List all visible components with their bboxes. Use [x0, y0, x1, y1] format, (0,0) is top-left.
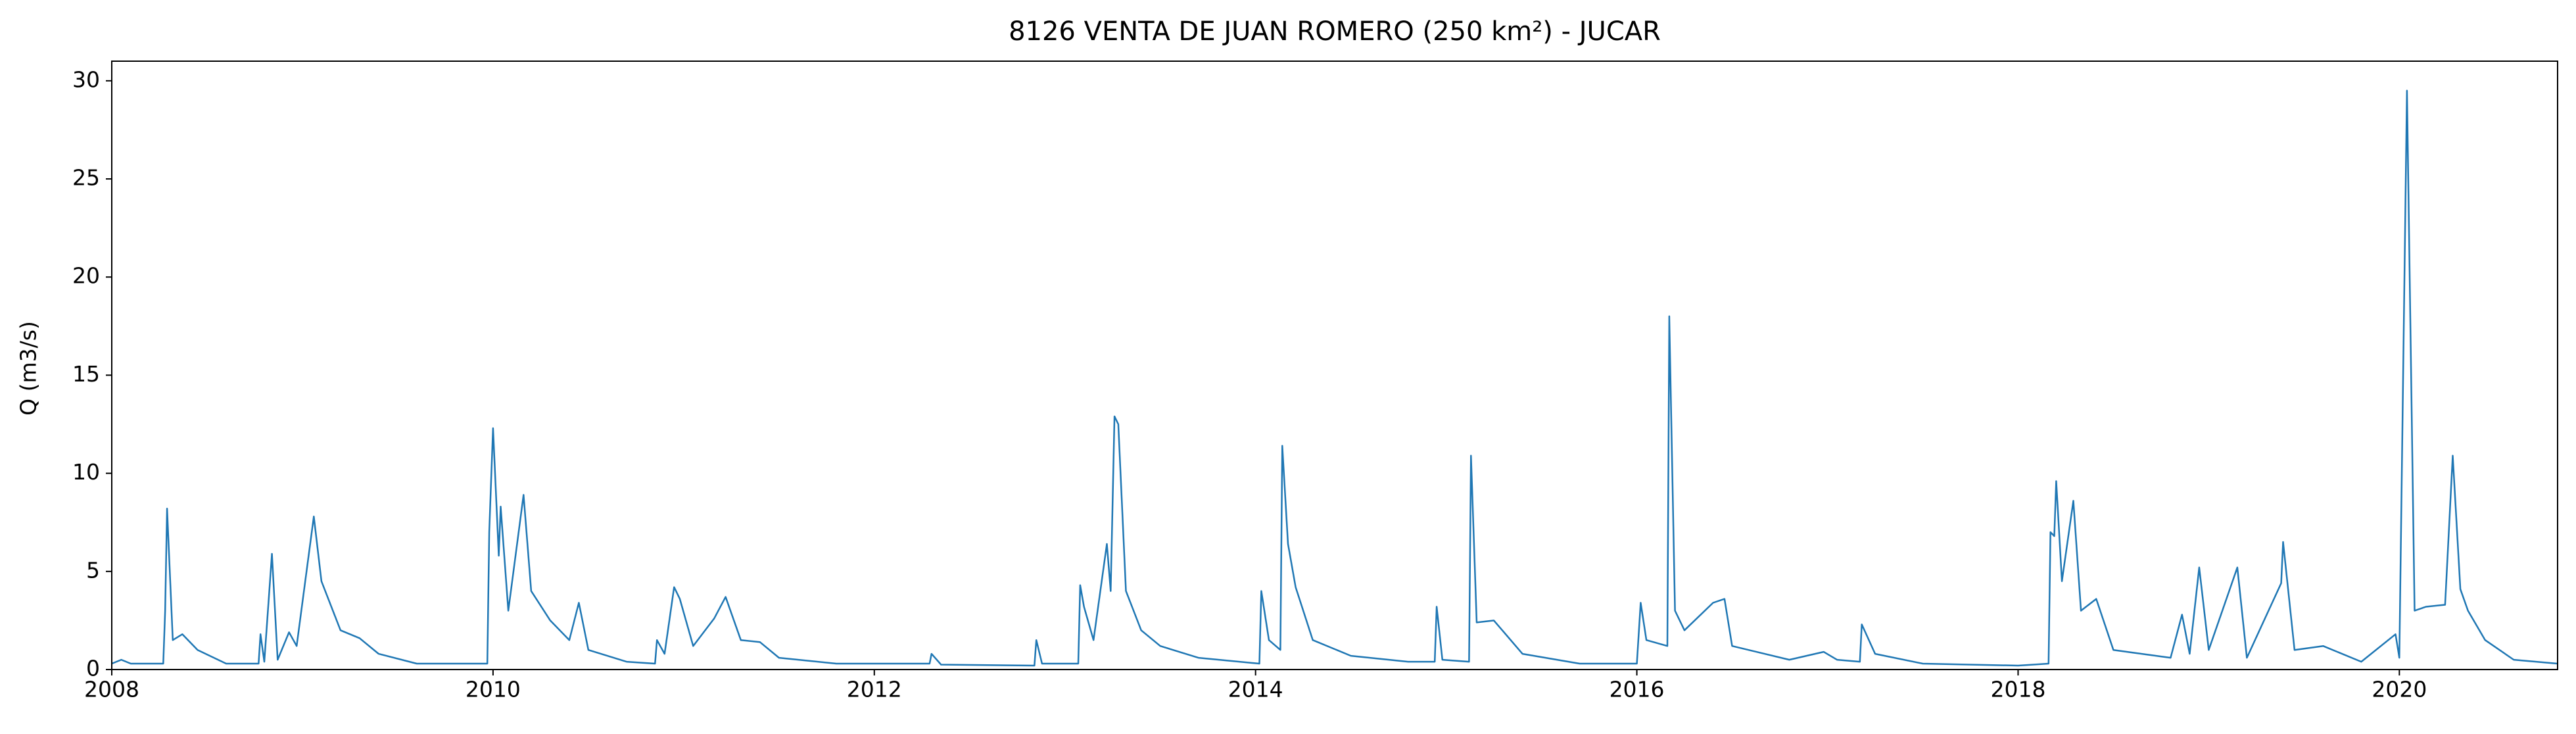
plot-frame: [111, 61, 2558, 670]
y-tick-label: 25: [72, 165, 100, 191]
x-tick-label: 2018: [1990, 677, 2045, 702]
x-tick-label: 2012: [847, 677, 902, 702]
chart-title: 8126 VENTA DE JUAN ROMERO (250 km²) - JU…: [1009, 16, 1661, 47]
flow-line: [111, 89, 2558, 667]
y-tick-label: 10: [72, 459, 100, 485]
y-tick-label: 0: [86, 656, 100, 681]
y-tick-label: 30: [72, 66, 100, 92]
y-tick-label: 5: [86, 557, 100, 583]
y-tick-label: 15: [72, 361, 100, 387]
y-tick-label: 20: [72, 263, 100, 289]
x-tick-label: 2010: [465, 677, 521, 702]
x-tick-label: 2008: [84, 677, 139, 702]
y-axis-label: Q (m3/s): [16, 321, 41, 416]
x-tick-label: 2020: [2372, 677, 2427, 702]
x-tick-label: 2016: [1610, 677, 1665, 702]
x-tick-label: 2014: [1228, 677, 1283, 702]
